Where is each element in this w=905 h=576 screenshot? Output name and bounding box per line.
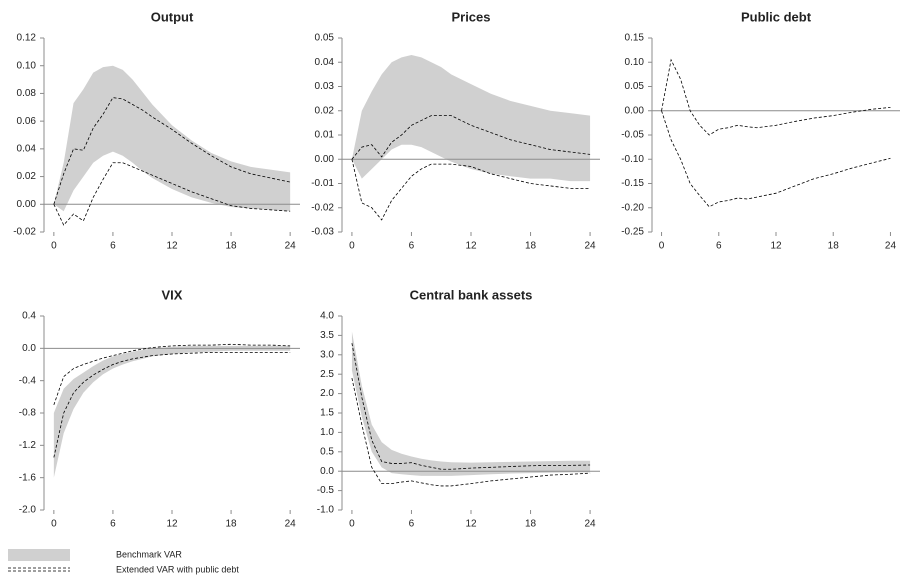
x-tick-label: 0 (51, 241, 57, 252)
y-tick-label: 0.00 (315, 154, 335, 165)
x-tick-label: 6 (716, 241, 722, 252)
x-tick-label: 12 (465, 519, 477, 530)
panel: Central bank assets -1.0 -0.5 0.0 0.5 1.0 1.5 2… (317, 287, 600, 530)
x-tick-label: 12 (166, 519, 178, 530)
panel-title: Prices (451, 9, 490, 24)
y-tick-label: -0.01 (311, 178, 334, 189)
x-tick-label: 18 (226, 241, 238, 252)
dashed-line (53, 97, 291, 205)
dashed-line (351, 159, 591, 221)
x-tick-label: 0 (349, 241, 355, 252)
y-tick-label: -1.6 (19, 472, 37, 483)
x-tick-label: 24 (285, 519, 297, 530)
y-tick-label: 0.03 (315, 81, 335, 92)
y-tick-label: 0.02 (315, 105, 335, 116)
panel-title: Central bank assets (410, 287, 533, 302)
dashed-line (53, 343, 291, 406)
x-tick-label: 24 (285, 241, 297, 252)
y-tick-label: 0.05 (625, 81, 645, 92)
dashed-line (53, 162, 291, 226)
y-tick-label: -1.0 (317, 505, 335, 516)
dashed-line (351, 115, 591, 160)
x-tick-label: 6 (409, 519, 415, 530)
x-tick-label: 6 (110, 241, 116, 252)
y-tick-label: 3.5 (320, 330, 334, 341)
legend-label: Extended VAR with public debt (116, 564, 239, 574)
x-tick-label: 24 (585, 519, 597, 530)
x-tick-label: 18 (525, 241, 537, 252)
x-tick-label: 24 (885, 241, 897, 252)
y-tick-label: -0.03 (311, 227, 334, 238)
y-tick-label: 0.05 (315, 33, 335, 44)
y-tick-label: 0.08 (17, 88, 37, 99)
x-tick-label: 12 (166, 241, 178, 252)
y-tick-label: 0.06 (17, 116, 37, 127)
y-tick-label: 0.5 (320, 446, 334, 457)
y-tick-label: 0.15 (625, 33, 645, 44)
y-tick-label: 3.0 (320, 349, 334, 360)
dashed-line (351, 343, 591, 470)
y-tick-label: 0.10 (17, 60, 37, 71)
x-tick-label: 24 (585, 241, 597, 252)
y-tick-label: -2.0 (19, 505, 37, 516)
x-tick-label: 18 (525, 519, 537, 530)
panel: Prices -0.03 -0.02 -0.01 0.00 0.01 0.02 0.03 0.0… (311, 9, 600, 252)
y-tick-label: 2.5 (320, 369, 334, 380)
y-tick-label: -0.8 (19, 408, 37, 419)
x-tick-label: 6 (110, 519, 116, 530)
y-tick-label: 2.0 (320, 388, 334, 399)
y-tick-label: 0.04 (17, 143, 37, 154)
dashed-line (53, 351, 291, 458)
panel-title: Output (151, 9, 194, 24)
panel-title: VIX (162, 287, 183, 302)
legend-label: Benchmark VAR (116, 549, 182, 559)
y-tick-label: -0.20 (621, 202, 644, 213)
y-tick-label: 4.0 (320, 311, 334, 322)
y-tick-label: -0.02 (13, 227, 36, 238)
y-tick-label: -0.25 (621, 227, 644, 238)
y-tick-label: 0.00 (17, 199, 37, 210)
y-tick-label: 1.0 (320, 427, 334, 438)
y-tick-label: 0.00 (625, 105, 645, 116)
confidence-band (351, 54, 591, 182)
panel: Output -0.02 0.00 0.02 0.04 0.06 0.08 0.10 0.12 0… (13, 9, 300, 252)
confidence-band (53, 65, 291, 212)
y-tick-label: -0.02 (311, 202, 334, 213)
y-tick-label: 1.5 (320, 408, 334, 419)
x-tick-label: 18 (828, 241, 840, 252)
x-tick-label: 12 (770, 241, 782, 252)
y-tick-label: 0.0 (320, 466, 334, 477)
y-tick-label: -0.5 (317, 485, 335, 496)
y-tick-label: -0.05 (621, 130, 644, 141)
panel: Public debt -0.25 -0.20 -0.15 -0.10 -0.05 0.00… (621, 9, 900, 252)
y-tick-label: 0.02 (17, 171, 37, 182)
confidence-band (351, 331, 591, 476)
x-tick-label: 0 (659, 241, 665, 252)
x-tick-label: 0 (349, 519, 355, 530)
panel-title: Public debt (741, 9, 812, 24)
y-tick-label: 0.12 (17, 33, 37, 44)
y-tick-label: 0.0 (22, 343, 36, 354)
x-tick-label: 18 (226, 519, 238, 530)
y-tick-label: 0.04 (315, 57, 335, 68)
y-tick-label: 0.01 (315, 130, 335, 141)
confidence-band (53, 345, 291, 478)
y-tick-label: 0.10 (625, 57, 645, 68)
x-tick-label: 0 (51, 519, 57, 530)
y-tick-label: -0.15 (621, 178, 644, 189)
x-tick-label: 12 (465, 241, 477, 252)
x-tick-label: 6 (409, 241, 415, 252)
y-tick-label: -0.10 (621, 154, 644, 165)
legend-swatch-band (8, 549, 70, 561)
y-tick-label: 0.4 (22, 311, 36, 322)
panel: VIX -2.0 -1.6 -1.2 -0.8 -0.4 0.0 0.4 0 6 12 18 24 (19, 287, 300, 530)
dashed-line (351, 377, 591, 487)
dashed-line (661, 110, 891, 208)
dashed-line (661, 58, 891, 136)
y-tick-label: -0.4 (19, 375, 37, 386)
y-tick-label: -1.2 (19, 440, 37, 451)
